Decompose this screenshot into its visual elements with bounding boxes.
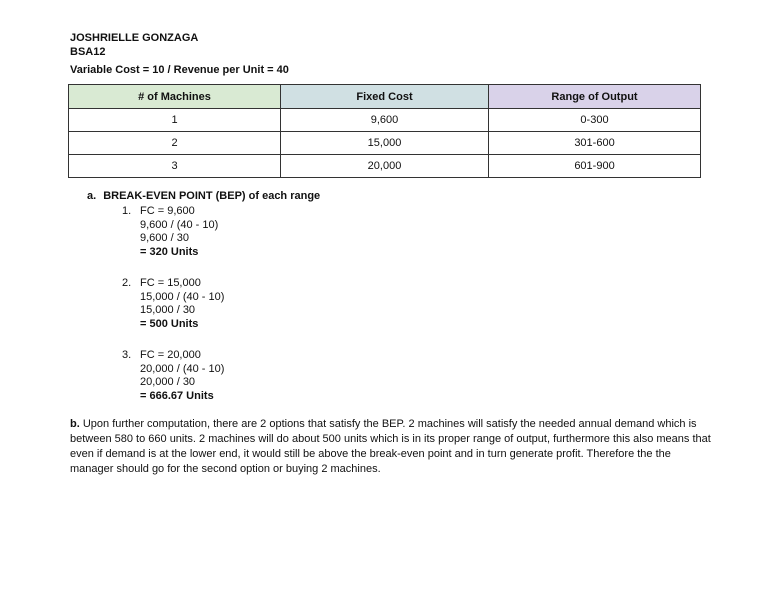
- cell-fixed-cost: 15,000: [280, 131, 489, 155]
- author-class: BSA12: [70, 46, 106, 58]
- computation-line: 15,000 / (40 - 10): [140, 290, 225, 303]
- item-number: 1.: [122, 205, 132, 217]
- computation-line: 9,600 / 30: [140, 232, 189, 244]
- computation-line: 20,000 / 30: [140, 376, 196, 388]
- variable-cost-subtitle: Variable Cost = 10 / Revenue per Unit = …: [70, 64, 289, 76]
- bep-item-1: 1. FC = 9,600 9,600 / (40 - 10) 9,600 / …: [122, 205, 224, 259]
- cell-range: 0-300: [488, 108, 701, 132]
- cell-fixed-cost: 9,600: [280, 108, 489, 132]
- bep-item-2: 2. FC = 15,000 15,000 / (40 - 10) 15,000…: [122, 277, 224, 331]
- computation-line: 20,000 / (40 - 10): [140, 362, 225, 375]
- table-row: 3 20,000 601-900: [68, 154, 701, 178]
- author-header: JOSHRIELLE GONZAGA BSA12: [70, 31, 198, 59]
- computation-result: = 320 Units: [140, 245, 199, 258]
- table-row: 2 15,000 301-600: [68, 131, 701, 155]
- item-lines: FC = 15,000 15,000 / (40 - 10) 15,000 / …: [140, 277, 224, 331]
- item-lines: FC = 9,600 9,600 / (40 - 10) 9,600 / 30 …: [140, 205, 218, 259]
- cell-fixed-cost: 20,000: [280, 154, 489, 178]
- item-number: 3.: [122, 349, 132, 361]
- section-a-heading: a. BREAK-EVEN POINT (BEP) of each range: [87, 190, 320, 202]
- section-b-paragraph: b. Upon further computation, there are 2…: [70, 417, 715, 477]
- section-a-label: a.: [87, 190, 97, 202]
- section-a-title: BREAK-EVEN POINT (BEP) of each range: [103, 190, 321, 202]
- computation-line: 15,000 / 30: [140, 304, 196, 316]
- cell-range: 601-900: [488, 154, 701, 178]
- author-name: JOSHRIELLE GONZAGA: [70, 32, 199, 44]
- computation-line: 9,600 / (40 - 10): [140, 218, 219, 231]
- bep-computations: 1. FC = 9,600 9,600 / (40 - 10) 9,600 / …: [122, 205, 224, 421]
- section-b-label: b.: [70, 418, 80, 430]
- cell-machines: 2: [68, 131, 281, 155]
- item-number: 2.: [122, 277, 132, 289]
- section-b-text: Upon further computation, there are 2 op…: [70, 418, 711, 475]
- item-lines: FC = 20,000 20,000 / (40 - 10) 20,000 / …: [140, 349, 224, 403]
- table-row: 1 9,600 0-300: [68, 108, 701, 132]
- computation-result: = 666.67 Units: [140, 389, 214, 402]
- header-machines: # of Machines: [68, 84, 281, 109]
- computation-result: = 500 Units: [140, 317, 199, 330]
- computation-line: FC = 15,000: [140, 277, 201, 289]
- header-fixed-cost: Fixed Cost: [280, 84, 489, 109]
- cell-machines: 3: [68, 154, 281, 178]
- computation-line: FC = 9,600: [140, 205, 195, 217]
- header-range-output: Range of Output: [488, 84, 701, 109]
- table-header-row: # of Machines Fixed Cost Range of Output: [68, 84, 701, 109]
- cell-machines: 1: [68, 108, 281, 132]
- bep-item-3: 3. FC = 20,000 20,000 / (40 - 10) 20,000…: [122, 349, 224, 403]
- computation-line: FC = 20,000: [140, 349, 201, 361]
- cost-table: # of Machines Fixed Cost Range of Output…: [68, 84, 701, 178]
- cell-range: 301-600: [488, 131, 701, 155]
